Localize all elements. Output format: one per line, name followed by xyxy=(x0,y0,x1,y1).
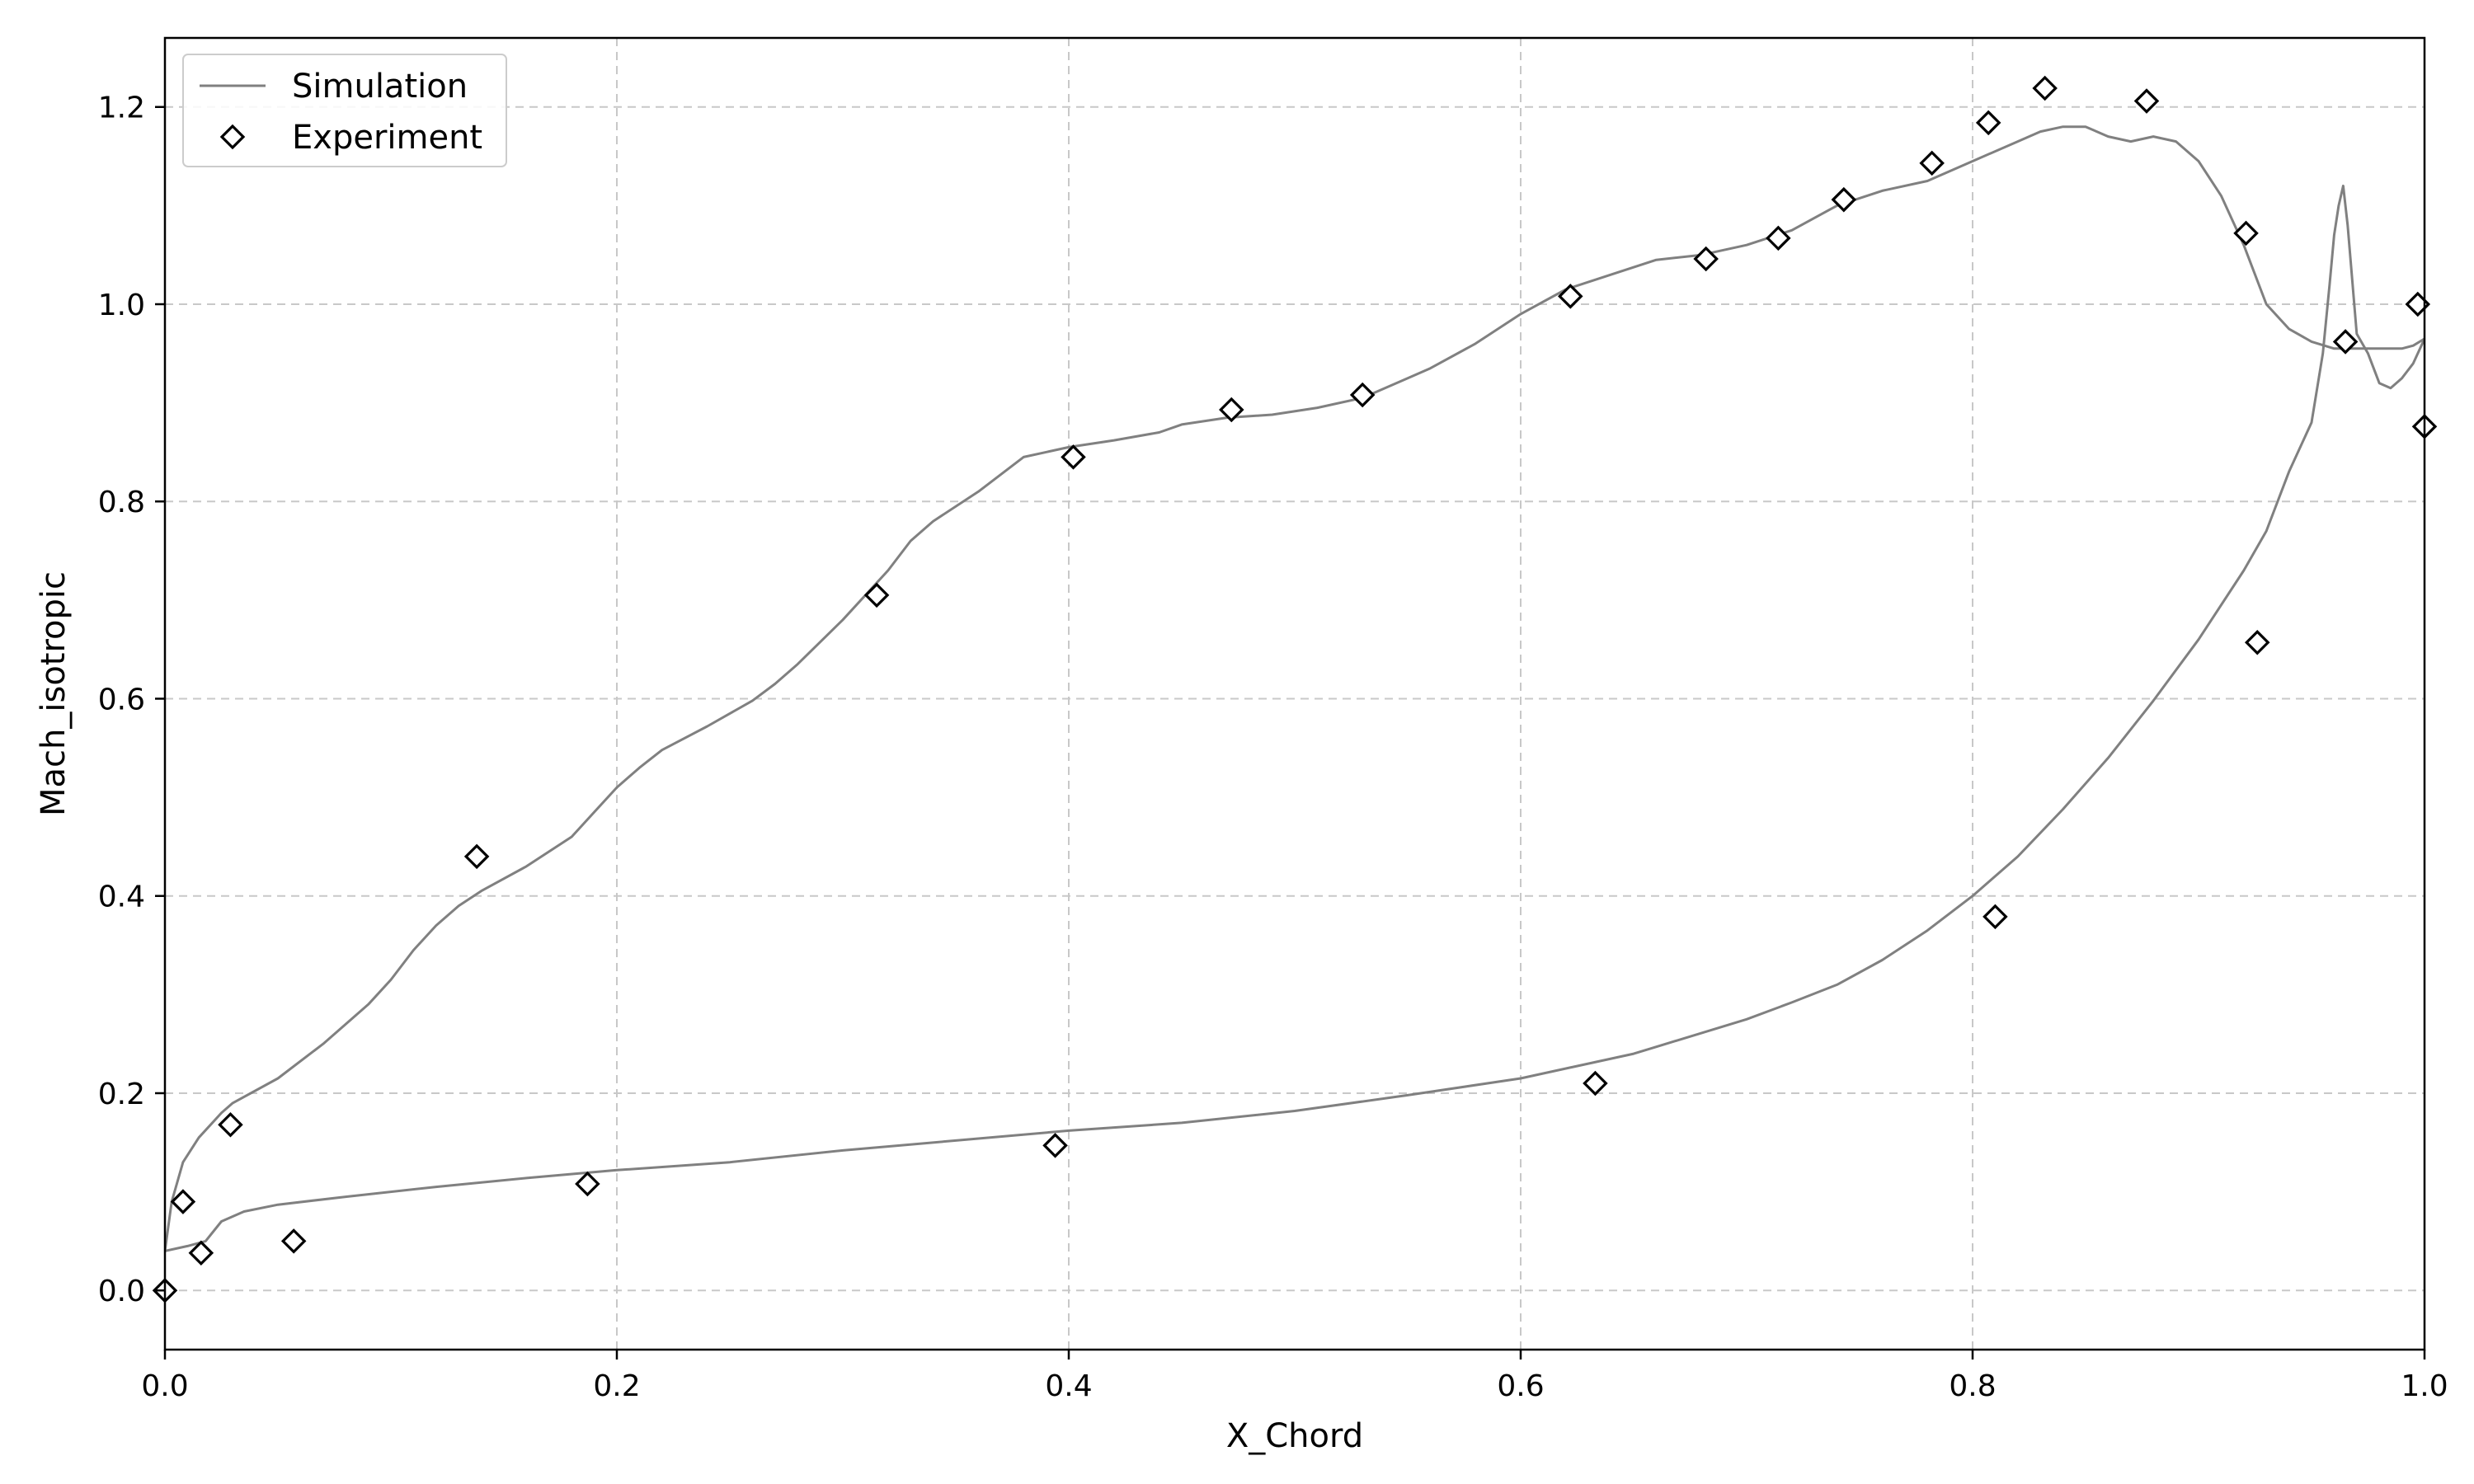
y-axis-label: Mach_isotropic xyxy=(35,571,73,816)
experiment-point xyxy=(2244,630,2270,655)
experiment-point xyxy=(1766,225,1791,251)
experiment-point xyxy=(1693,246,1719,272)
experiment-point xyxy=(1831,186,1857,213)
y-tick-label: 1.2 xyxy=(98,92,145,125)
experiment-point xyxy=(1219,397,1244,423)
y-tick-label: 0.6 xyxy=(98,683,145,716)
experiment-point xyxy=(218,1111,243,1138)
experiment-point xyxy=(1061,444,1086,470)
experiment-point xyxy=(863,582,890,608)
y-tick-label: 0.2 xyxy=(98,1078,145,1111)
grid xyxy=(165,38,2425,1350)
experiment-point xyxy=(1042,1133,1068,1158)
experiment-point xyxy=(2332,329,2359,355)
experiment-point xyxy=(170,1189,196,1214)
y-tick-label: 0.8 xyxy=(98,486,145,519)
x-tick-label: 0.8 xyxy=(1949,1369,1996,1403)
plot-series xyxy=(152,75,2438,1303)
x-tick-label: 0.6 xyxy=(1497,1369,1544,1403)
x-tick-label: 0.4 xyxy=(1045,1369,1092,1403)
experiment-point xyxy=(1349,382,1376,408)
plot-frame xyxy=(163,36,2426,1351)
y-tick-label: 1.0 xyxy=(98,289,145,322)
x-tick-label: 0.2 xyxy=(593,1369,640,1403)
experiment-point xyxy=(1975,110,2001,136)
x-axis-ticks: 0.0 0.2 0.4 0.6 0.8 1.0 xyxy=(141,1350,2448,1403)
legend-box xyxy=(182,54,507,167)
legend-experiment-swatch xyxy=(219,124,246,150)
legend-simulation-label: Simulation xyxy=(292,68,468,106)
experiment-point xyxy=(1982,904,2008,930)
x-tick-label: 0.0 xyxy=(141,1369,188,1403)
experiment-point xyxy=(188,1240,214,1266)
simulation-line-lower xyxy=(165,184,2425,1252)
experiment-point xyxy=(2133,88,2160,114)
experiment-point xyxy=(2032,75,2058,101)
legend: Simulation Experiment xyxy=(182,54,507,167)
experiment-point xyxy=(575,1171,600,1197)
experiment-point xyxy=(463,843,490,870)
legend-experiment-label: Experiment xyxy=(292,119,482,157)
simulation-line-upper xyxy=(165,125,2425,1252)
experiment-point xyxy=(2233,220,2259,247)
experiment-point xyxy=(1558,284,1583,309)
experiment-point xyxy=(1583,1070,1608,1097)
y-axis-ticks: 0.0 0.2 0.4 0.6 0.8 1.0 1.2 xyxy=(98,92,165,1308)
x-tick-label: 1.0 xyxy=(2401,1369,2448,1403)
experiment-point xyxy=(1919,150,1945,176)
y-tick-label: 0.0 xyxy=(98,1275,145,1308)
experiment-point xyxy=(280,1228,307,1254)
x-axis-label: X_Chord xyxy=(1226,1417,1363,1455)
y-tick-label: 0.4 xyxy=(98,881,145,914)
